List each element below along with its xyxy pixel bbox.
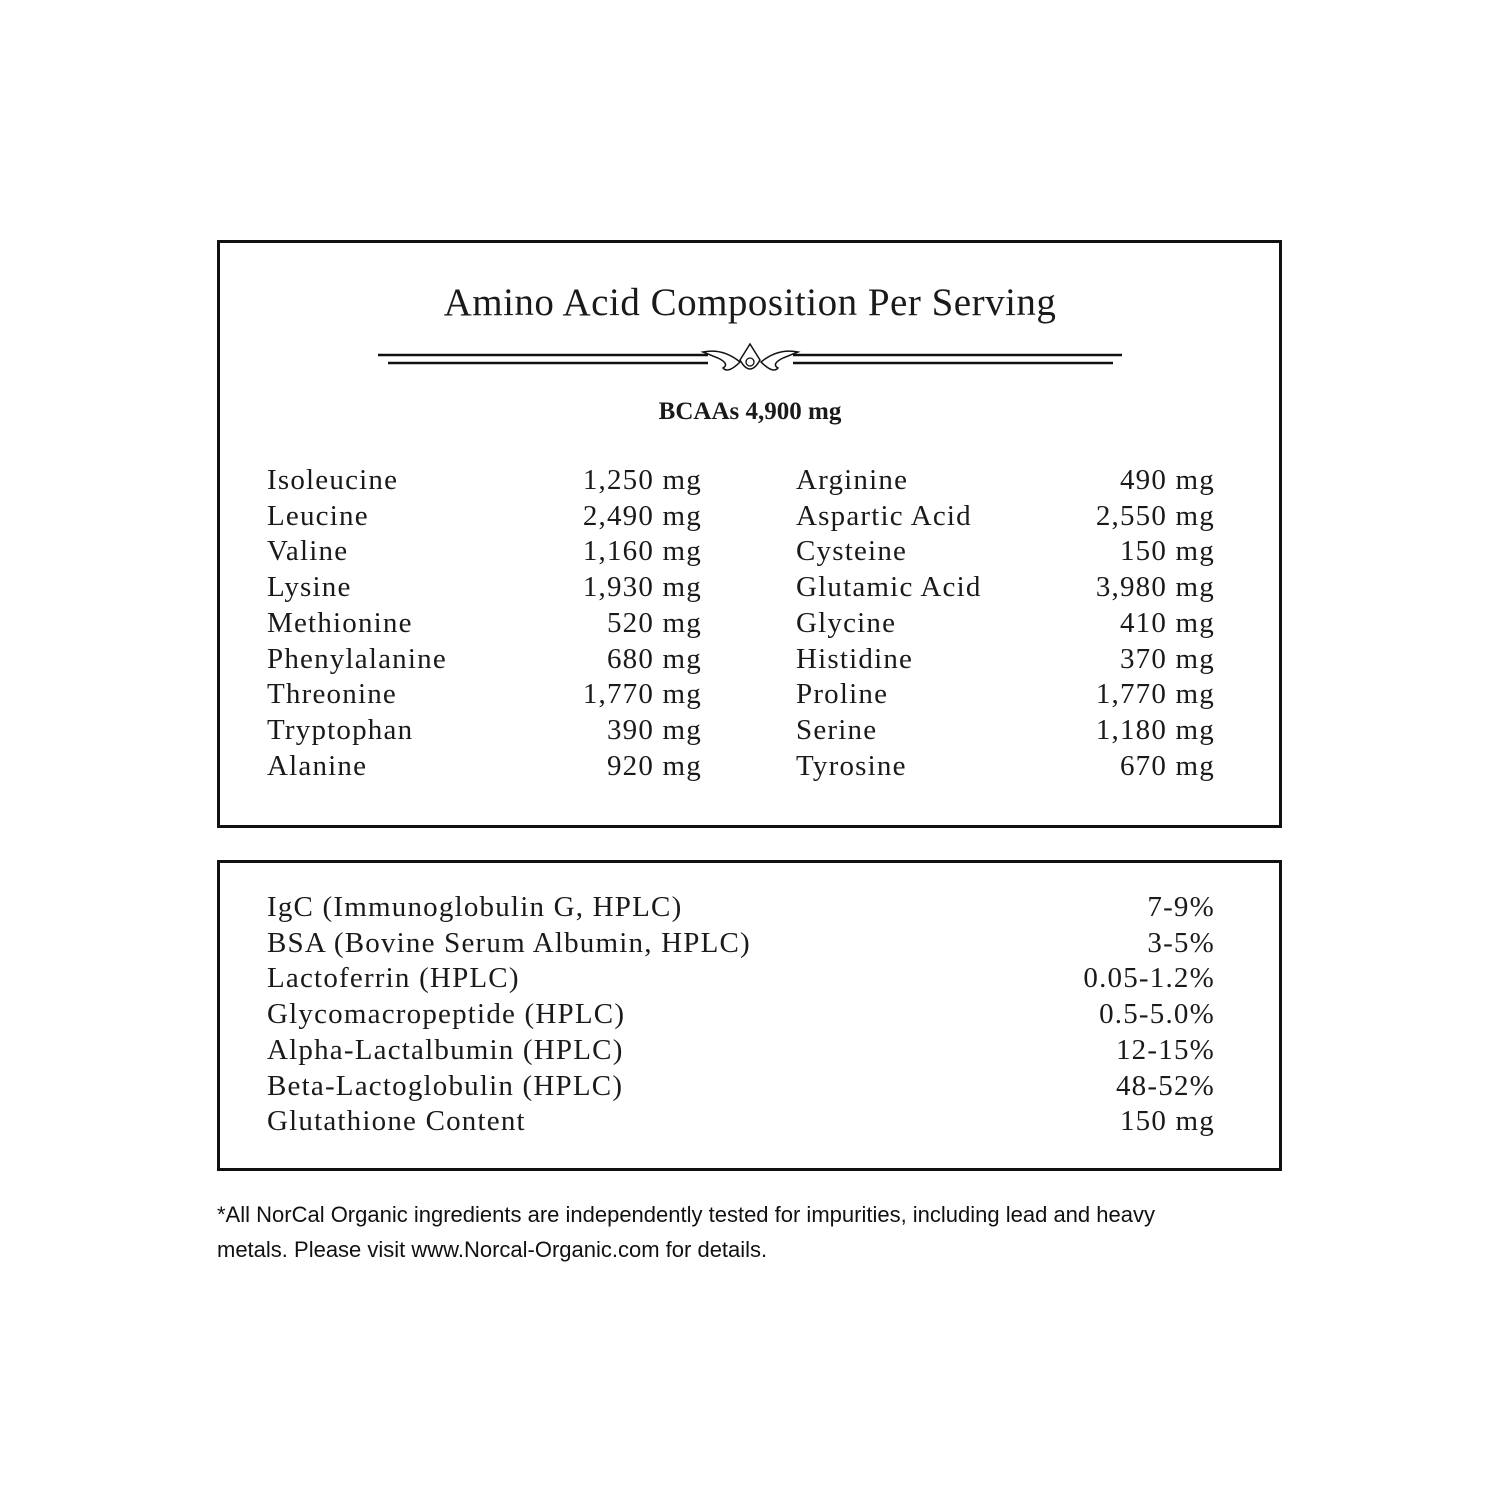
table-row: IgC (Immunoglobulin G, HPLC) 7-9%: [267, 889, 1215, 925]
table-row: Serine 1,180 mg: [796, 712, 1215, 748]
nutrient-value: 370 mg: [1119, 642, 1215, 675]
table-row: Alpha-Lactalbumin (HPLC) 12-15%: [267, 1032, 1215, 1068]
nutrient-value: 1,250 mg: [582, 464, 702, 496]
panel-title: Amino Acid Composition Per Serving: [443, 281, 1057, 324]
nutrient-value: 3-5%: [1147, 926, 1215, 959]
nutrient-name: Lactoferrin (HPLC): [267, 962, 520, 995]
table-row: Arginine 490 mg: [796, 462, 1215, 498]
nutrient-name: Glutamic Acid: [796, 571, 982, 604]
nutrient-value: 410 mg: [1119, 606, 1215, 639]
nutrient-value: 390 mg: [606, 713, 702, 746]
table-row: Leucine 2,490 mg: [267, 498, 702, 534]
nutrient-name: Phenylalanine: [267, 642, 447, 675]
amino-acid-panel: [217, 240, 1282, 828]
nutrient-name: BSA (Bovine Serum Albumin, HPLC): [267, 926, 751, 959]
table-row: Phenylalanine 680 mg: [267, 641, 702, 677]
nutrient-value: 1,770 mg: [1095, 678, 1215, 711]
table-row: Lysine 1,930 mg: [267, 569, 702, 605]
nutrient-name: Leucine: [267, 499, 369, 532]
nutrient-name: Tyrosine: [796, 749, 907, 782]
table-row: Methionine 520 mg: [267, 605, 702, 641]
table-row: Cysteine 150 mg: [796, 533, 1215, 569]
footnote: *All NorCal Organic ingredients are inde…: [217, 1197, 1297, 1267]
nutrient-value: 48-52%: [1115, 1069, 1215, 1102]
nutrient-name: Valine: [267, 535, 349, 568]
table-row: BSA (Bovine Serum Albumin, HPLC) 3-5%: [267, 925, 1215, 961]
nutrient-value: 0.05-1.2%: [1083, 962, 1215, 995]
protein-fractions-panel: [217, 860, 1282, 1171]
nutrient-name: Methionine: [267, 606, 413, 639]
nutrient-name: Serine: [796, 713, 878, 746]
nutrient-value: 1,930 mg: [582, 571, 702, 604]
nutrient-value: 520 mg: [606, 606, 702, 639]
footnote-line: *All NorCal Organic ingredients are inde…: [217, 1202, 1155, 1227]
table-row: Proline 1,770 mg: [796, 676, 1215, 712]
nutrient-value: 2,490 mg: [582, 499, 702, 532]
nutrient-value: 7-9%: [1147, 891, 1215, 923]
nutrient-name: Histidine: [796, 642, 914, 675]
flourish-divider-icon: [378, 342, 1122, 371]
nutrient-name: Proline: [796, 678, 889, 711]
nutrient-value: 150 mg: [1119, 1105, 1215, 1138]
nutrient-value: 150 mg: [1119, 535, 1215, 568]
nutrient-value: 1,770 mg: [582, 678, 702, 711]
table-row: Aspartic Acid 2,550 mg: [796, 498, 1215, 534]
nutrient-name: Arginine: [796, 464, 909, 496]
table-row: Valine 1,160 mg: [267, 533, 702, 569]
table-row: Beta-Lactoglobulin (HPLC) 48-52%: [267, 1068, 1215, 1104]
table-row: Glycomacropeptide (HPLC) 0.5-5.0%: [267, 996, 1215, 1032]
nutrient-name: Alanine: [267, 749, 368, 782]
nutrient-name: Lysine: [267, 571, 352, 604]
table-row: Threonine 1,770 mg: [267, 676, 702, 712]
nutrient-value: 3,980 mg: [1095, 571, 1215, 604]
table-row: Tyrosine 670 mg: [796, 748, 1215, 784]
nutrient-value: 0.5-5.0%: [1099, 998, 1215, 1031]
nutrient-value: 1,160 mg: [582, 535, 702, 568]
table-row: Glutathione Content 150 mg: [267, 1103, 1215, 1139]
nutrient-value: 1,180 mg: [1095, 713, 1215, 746]
nutrient-value: 920 mg: [606, 749, 702, 782]
nutrient-name: Beta-Lactoglobulin (HPLC): [267, 1069, 624, 1102]
nutrient-name: Glycomacropeptide (HPLC): [267, 998, 626, 1031]
nutrient-name: Tryptophan: [267, 713, 414, 746]
table-row: Glutamic Acid 3,980 mg: [796, 569, 1215, 605]
nutrient-name: Threonine: [267, 678, 397, 711]
nutrient-value: 670 mg: [1119, 749, 1215, 782]
nutrient-value: 680 mg: [606, 642, 702, 675]
table-row: Lactoferrin (HPLC) 0.05-1.2%: [267, 960, 1215, 996]
bcaa-total: BCAAs 4,900 mg: [658, 398, 842, 425]
table-row: Isoleucine 1,250 mg: [267, 462, 702, 498]
nutrient-name: Glycine: [796, 606, 897, 639]
nutrient-value: 12-15%: [1115, 1033, 1215, 1066]
table-row: Glycine 410 mg: [796, 605, 1215, 641]
table-row: Histidine 370 mg: [796, 641, 1215, 677]
table-row: Tryptophan 390 mg: [267, 712, 702, 748]
nutrient-name: Isoleucine: [267, 464, 399, 496]
nutrient-name: Aspartic Acid: [796, 499, 972, 532]
nutrient-name: IgC (Immunoglobulin G, HPLC): [267, 891, 683, 923]
nutrient-name: Glutathione Content: [267, 1105, 526, 1138]
nutrient-value: 2,550 mg: [1095, 499, 1215, 532]
nutrient-name: Alpha-Lactalbumin (HPLC): [267, 1033, 624, 1066]
nutrient-name: Cysteine: [796, 535, 908, 568]
footnote-line: metals. Please visit www.Norcal-Organic.…: [217, 1237, 768, 1262]
nutrient-value: 490 mg: [1119, 464, 1215, 496]
table-row: Alanine 920 mg: [267, 748, 702, 784]
